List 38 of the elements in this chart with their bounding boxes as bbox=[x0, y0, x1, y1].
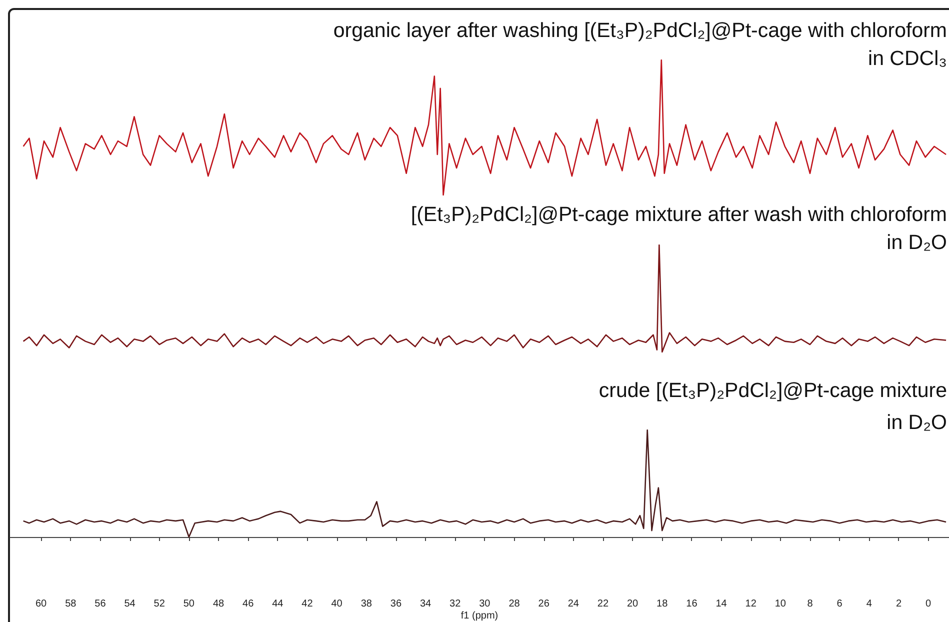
x-tick-label: 18 bbox=[656, 598, 668, 610]
x-tick-label: 48 bbox=[212, 598, 224, 610]
x-tick-label: 0 bbox=[926, 598, 932, 610]
x-tick-label: 36 bbox=[390, 598, 402, 610]
x-tick-label: 50 bbox=[183, 598, 195, 610]
x-tick-label: 54 bbox=[124, 598, 136, 610]
x-tick-label: 4 bbox=[866, 598, 872, 610]
x-tick-label: 12 bbox=[745, 598, 757, 610]
x-tick-label: 42 bbox=[302, 598, 314, 610]
chart-subtitle: in D₂O bbox=[886, 411, 947, 434]
x-tick-label: 30 bbox=[479, 598, 491, 610]
x-tick-label: 22 bbox=[597, 598, 609, 610]
x-tick-label: 40 bbox=[331, 598, 343, 610]
x-tick-label: 10 bbox=[774, 598, 786, 610]
x-tick-label: 32 bbox=[450, 598, 462, 610]
x-tick-label: 14 bbox=[716, 598, 728, 610]
x-tick-label: 46 bbox=[242, 598, 254, 610]
x-tick-label: 26 bbox=[538, 598, 550, 610]
x-tick-label: 58 bbox=[65, 598, 77, 610]
x-tick-label: 24 bbox=[568, 598, 580, 610]
chart-title: organic layer after washing [(Et₃P)₂PdCl₂]@Pt-cage with chloroform bbox=[333, 19, 947, 42]
x-tick-label: 8 bbox=[807, 598, 814, 610]
x-tick-label: 60 bbox=[35, 598, 48, 610]
x-tick-label: 44 bbox=[272, 598, 284, 610]
x-tick-label: 28 bbox=[508, 598, 520, 610]
chart-title: crude [(Et₃P)₂PdCl₂]@Pt-cage mixture bbox=[598, 379, 947, 402]
x-tick-label: 20 bbox=[626, 598, 639, 610]
x-tick-label: 2 bbox=[896, 598, 902, 610]
x-axis-title: f1 (ppm) bbox=[460, 610, 498, 622]
chart-subtitle: in D₂O bbox=[886, 231, 947, 254]
chart-title: [(Et₃P)₂PdCl₂]@Pt-cage mixture after wash with chloroform bbox=[410, 203, 947, 226]
x-tick-label: 56 bbox=[94, 598, 106, 610]
x-tick-label: 6 bbox=[836, 598, 843, 610]
chart-subtitle: in CDCl₃ bbox=[868, 47, 947, 70]
x-tick-label: 52 bbox=[154, 598, 166, 610]
x-tick-label: 16 bbox=[686, 598, 698, 610]
x-tick-label: 34 bbox=[420, 598, 432, 610]
x-tick-label: 38 bbox=[360, 598, 372, 610]
